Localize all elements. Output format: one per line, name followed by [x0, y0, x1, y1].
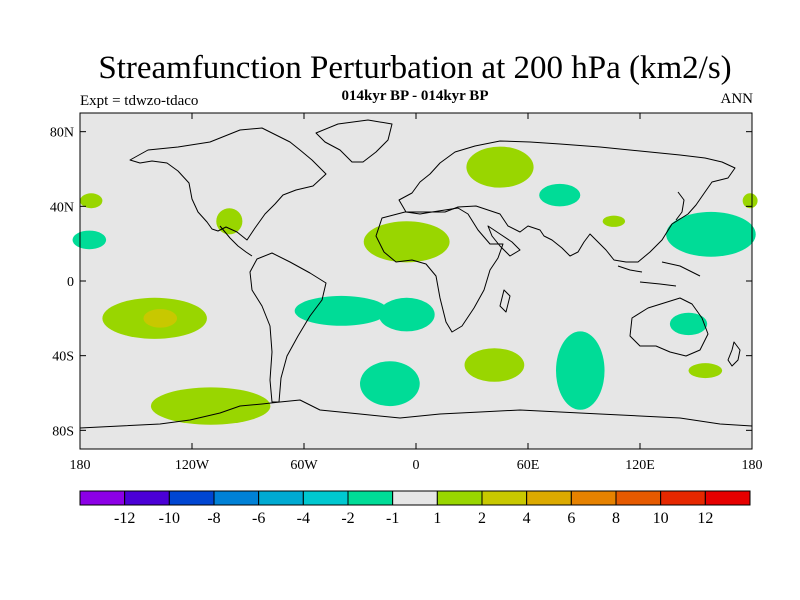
colorbar-swatch: [213, 490, 260, 506]
contour-region-6: [363, 221, 450, 263]
plot-title: Streamfunction Perturbation at 200 hPa (…: [98, 50, 732, 86]
colorbar-label: 8: [612, 510, 620, 527]
colorbar-swatch: [526, 490, 572, 506]
colorbar-label: -1: [386, 510, 399, 527]
coastline-arabia: [487, 225, 521, 257]
contour-region-11: [466, 146, 534, 188]
contour-fill-layer: [72, 146, 758, 425]
coastline-indonesia: [617, 261, 701, 287]
lon-tick-label: 60W: [290, 458, 318, 473]
colorbar-swatch: [258, 490, 304, 506]
contour-region-7: [294, 295, 389, 326]
experiment-label: Expt = tdwzo-tdaco: [80, 93, 199, 109]
contour-region-8: [378, 297, 435, 332]
colorbar-swatch: [168, 490, 215, 506]
coastline-central-america: [219, 225, 253, 257]
lat-tick-label: 0: [67, 275, 74, 290]
lon-tick-label: 60E: [517, 458, 540, 473]
coastline-africa: [375, 207, 504, 333]
colorbar: -12 -10 -8 -6 -4 -2 -1 1 2 4 6 8 10 12: [79, 490, 751, 527]
colorbar-label: -4: [297, 510, 310, 527]
colorbar-swatch: [392, 490, 438, 506]
coastline-north-america: [129, 127, 327, 241]
contour-region-18: [688, 363, 723, 379]
coastline-greenland: [315, 119, 393, 163]
coastline-antarctica: [79, 399, 753, 429]
colorbar-swatch: [436, 490, 483, 506]
colorbar-label: 2: [478, 510, 486, 527]
colorbar-swatch: [302, 490, 349, 506]
plot-subtitle: 014kyr BP - 014kyr BP: [341, 88, 489, 104]
colorbar-label: -6: [252, 510, 265, 527]
colorbar-swatch: [124, 490, 170, 506]
colorbar-label: -8: [207, 510, 220, 527]
contour-region-5: [150, 387, 271, 425]
colorbar-label: 4: [523, 510, 531, 527]
colorbar-label: -10: [159, 510, 180, 527]
lat-tick-label: 80S: [52, 424, 74, 439]
contour-region-9: [360, 361, 420, 407]
contour-region-4: [143, 309, 178, 328]
lon-tick-label: 0: [413, 458, 420, 473]
contour-region-16: [556, 331, 605, 410]
colorbar-swatch: [615, 490, 662, 506]
colorbar-label: 10: [653, 510, 669, 527]
colorbar-label: -12: [114, 510, 135, 527]
contour-region-17: [669, 312, 708, 336]
colorbar-swatch: [481, 490, 528, 506]
contour-region-12: [539, 183, 581, 207]
coastline-australia: [629, 297, 709, 357]
lat-tick-label: 40N: [50, 200, 74, 215]
coastline-new-zealand: [727, 341, 741, 367]
lat-tick-label: 40S: [52, 350, 74, 365]
coastline-madagascar: [499, 289, 511, 313]
contour-region-0: [80, 193, 103, 209]
contour-region-14: [666, 211, 756, 257]
colorbar-label: -2: [341, 510, 354, 527]
colorbar-swatch: [79, 490, 126, 506]
colorbar-swatch: [704, 490, 751, 506]
contour-region-1: [72, 230, 107, 250]
contour-region-2: [216, 208, 243, 235]
coastline-japan: [675, 191, 685, 221]
lon-tick-label: 180: [742, 458, 763, 473]
colorbar-swatch: [660, 490, 706, 506]
coastline-eurasia: [398, 140, 736, 263]
lon-tick-label: 180: [70, 458, 91, 473]
colorbar-label: 6: [567, 510, 575, 527]
colorbar-label: 12: [697, 510, 713, 527]
colorbar-label: 1: [433, 510, 441, 527]
lon-tick-label: 120W: [175, 458, 210, 473]
season-label: ANN: [720, 91, 754, 107]
latitude-axis: 80N 40N 0 40S 80S: [50, 126, 752, 439]
coastlines: [79, 119, 753, 429]
colorbar-swatch: [570, 490, 617, 506]
contour-region-13: [602, 215, 626, 227]
longitude-axis: 180 120W 60W 0 60E 120E 180: [70, 113, 763, 473]
contour-region-15: [742, 193, 758, 209]
lat-tick-label: 80N: [50, 126, 74, 141]
lon-tick-label: 120E: [625, 458, 655, 473]
contour-region-10: [464, 348, 525, 382]
colorbar-swatch: [347, 490, 394, 506]
coastline-south-america: [249, 252, 327, 403]
